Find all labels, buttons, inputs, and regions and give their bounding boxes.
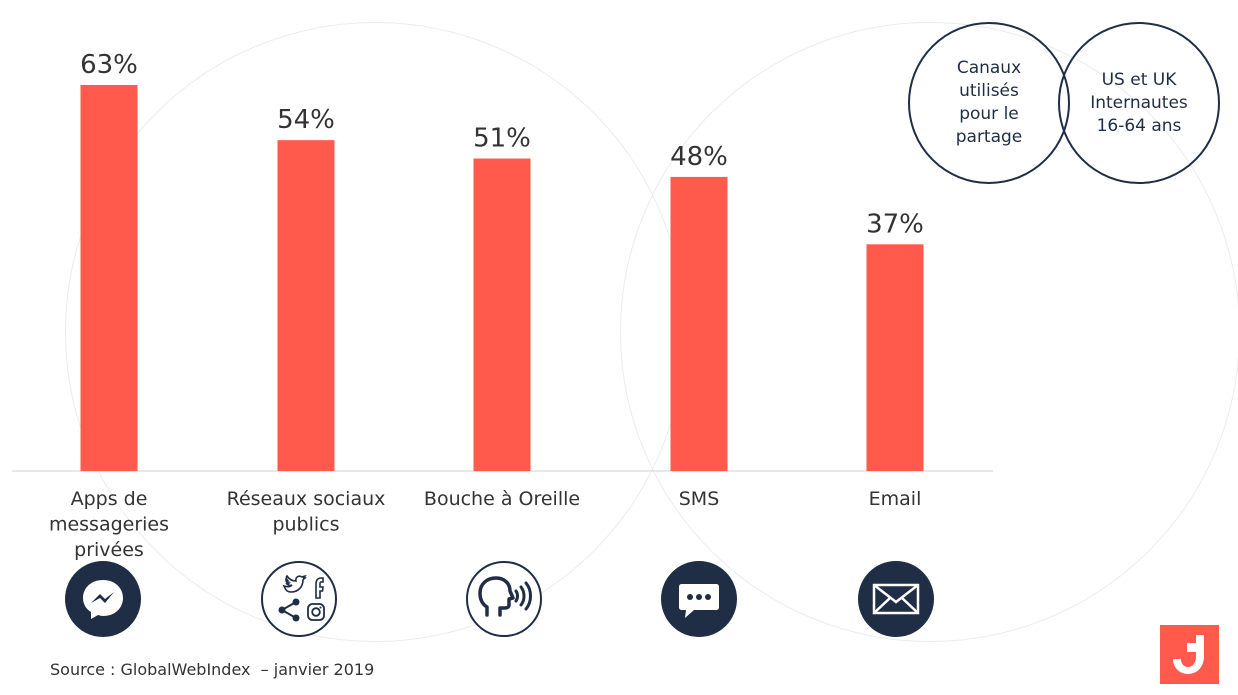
background-circle-right [620,22,1238,642]
category-label-4: SMS [679,488,720,510]
bar-value-label-1: 63% [80,50,138,80]
brand-logo [1160,625,1219,684]
bar-2 [277,140,335,471]
bar-value-label-5: 37% [866,209,924,239]
legend-circle-channels: Canaux utilisés pour le partage [908,22,1070,184]
category-label-1: Apps de messageries privées [49,488,169,561]
category-label-5: Email [869,488,922,510]
bar-5 [866,244,924,471]
speaking-head-icon [466,561,542,637]
bar-3 [473,158,531,471]
chat-bubble-icon [661,561,737,637]
social-share-icon [261,561,337,637]
bar-value-label-3: 51% [473,124,531,154]
category-label-2: Réseaux sociaux publics [227,488,386,536]
legend-circle-audience: US et UK Internautes 16-64 ans [1058,22,1220,184]
bar-1 [80,85,138,471]
bar-4 [670,176,728,471]
messenger-icon [65,561,141,637]
envelope-icon [858,561,934,637]
bar-value-label-4: 48% [670,142,728,172]
bar-value-label-2: 54% [277,105,335,135]
category-label-3: Bouche à Oreille [424,488,580,510]
source-note: Source : GlobalWebIndex – janvier 2019 [50,660,375,679]
